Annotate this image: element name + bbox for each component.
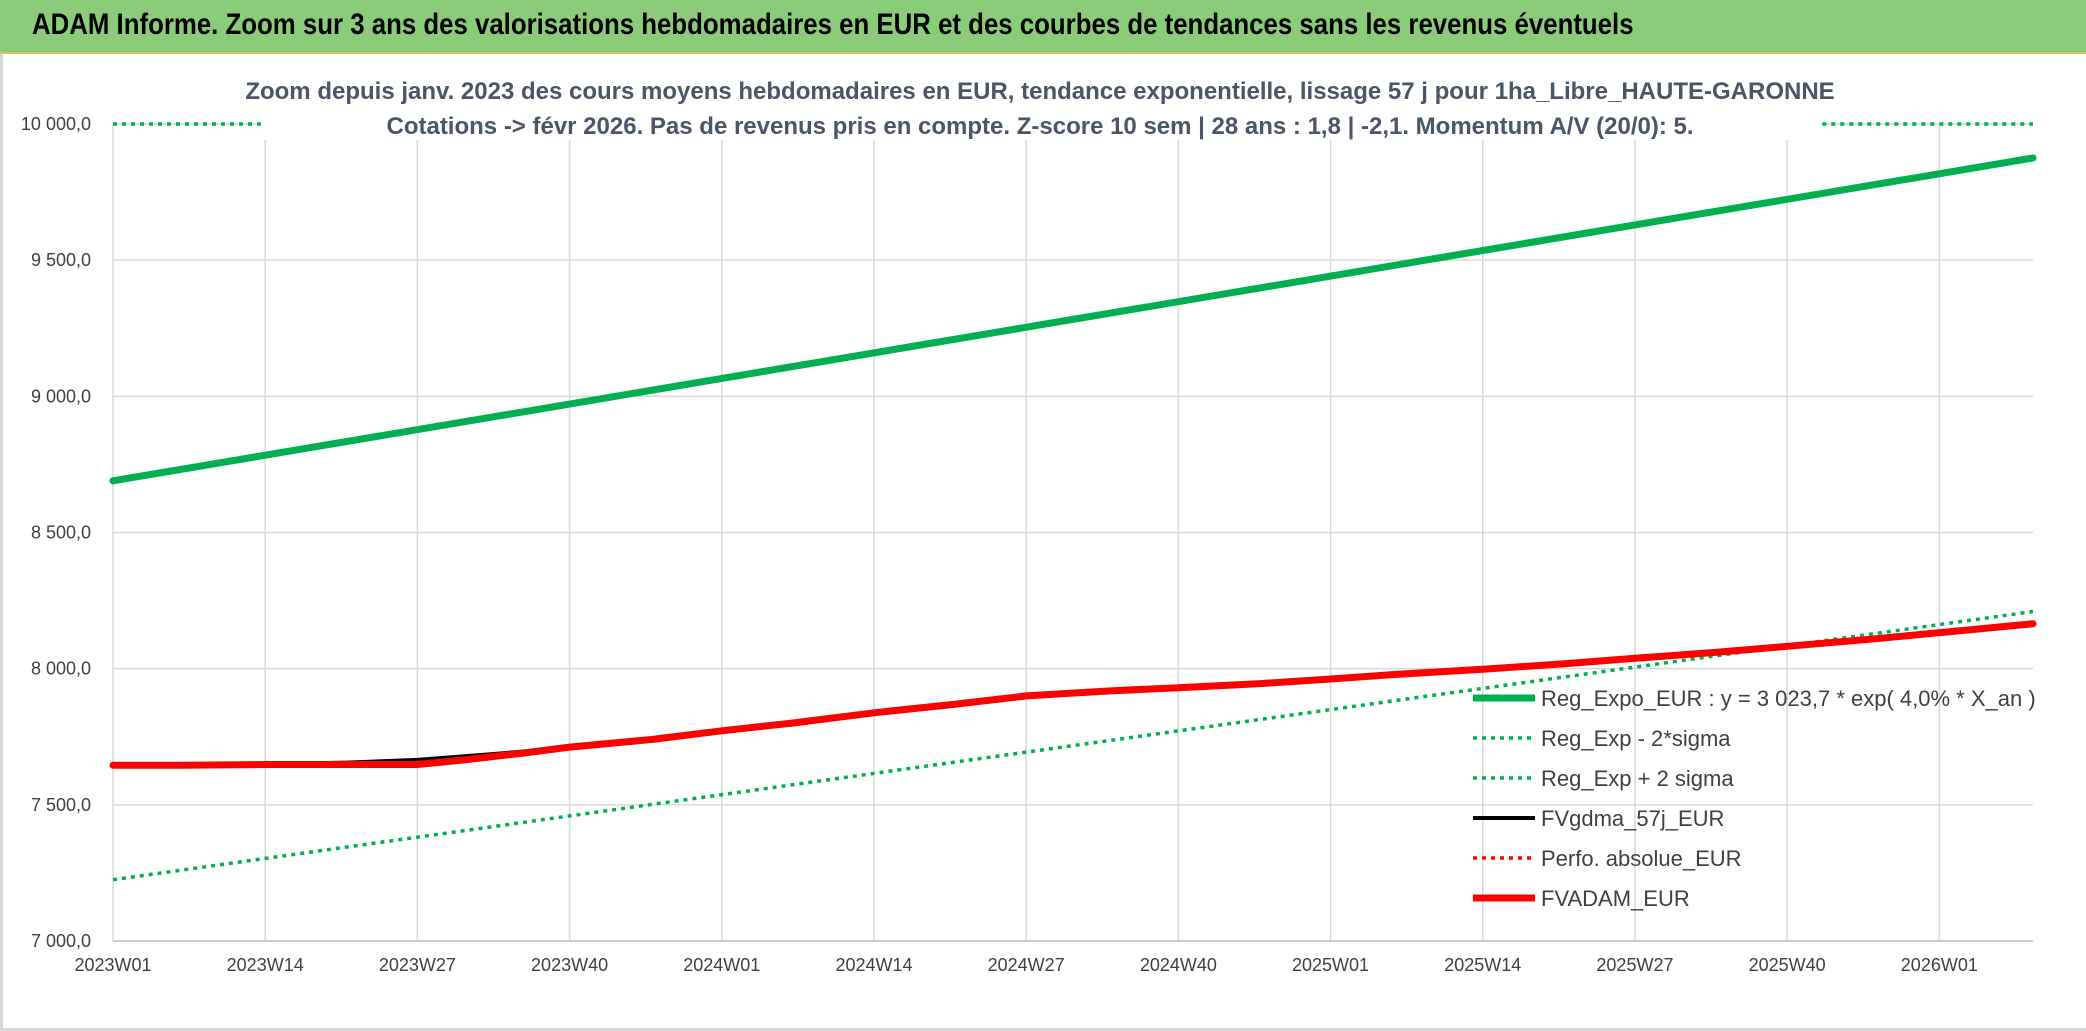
x-tick-label: 2023W40	[531, 955, 608, 975]
y-tick-label: 7 500,0	[31, 795, 91, 815]
series-layer	[109, 122, 2037, 882]
y-tick-label: 8 500,0	[31, 523, 91, 543]
y-tick-label: 9 500,0	[31, 250, 91, 270]
x-tick-label: 2025W40	[1749, 955, 1826, 975]
y-tick-label: 9 000,0	[31, 386, 91, 406]
x-tick-label: 2023W01	[74, 955, 151, 975]
legend-label-3: Reg_Exp + 2 sigma	[1541, 766, 1734, 791]
report-title: ADAM Informe. Zoom sur 3 ans des valoris…	[32, 8, 1634, 41]
x-tick-label: 2024W27	[988, 955, 1065, 975]
legend-label-2: Reg_Exp - 2*sigma	[1541, 726, 1731, 751]
x-tick-label: 2023W14	[227, 955, 304, 975]
legend: Reg_Expo_EUR : y = 3 023,7 * exp( 4,0% *…	[1473, 686, 2036, 911]
x-tick-label: 2026W01	[1901, 955, 1978, 975]
chart-title-line-2: Cotations -> févr 2026. Pas de revenus p…	[386, 113, 1693, 140]
line-chart: Zoom depuis janv. 2023 des cours moyens …	[21, 68, 2037, 975]
legend-label-4: FVgdma_57j_EUR	[1541, 806, 1724, 831]
x-tick-label: 2024W40	[1140, 955, 1217, 975]
x-tick-label: 2024W01	[683, 955, 760, 975]
chart-title: Zoom depuis janv. 2023 des cours moyens …	[245, 68, 1835, 140]
legend-label-6: FVADAM_EUR	[1541, 886, 1690, 911]
chart-area: Zoom depuis janv. 2023 des cours moyens …	[0, 54, 2086, 1031]
chart-title-line-1: Zoom depuis janv. 2023 des cours moyens …	[245, 78, 1834, 105]
series-line-6	[109, 620, 2037, 769]
x-tick-label: 2025W01	[1292, 955, 1369, 975]
x-tick-label: 2023W27	[379, 955, 456, 975]
x-tick-label: 2025W14	[1444, 955, 1521, 975]
axis-layer: 7 000,0 7 500,0 8 000,0 8 500,0 9 000,0 9 500…	[21, 114, 2033, 975]
legend-label-1: Reg_Expo_EUR : y = 3 023,7 * exp( 4,0% *…	[1541, 686, 2036, 711]
chart-title-background	[261, 68, 1821, 140]
y-tick-label: 8 000,0	[31, 659, 91, 679]
y-tick-label: 7 000,0	[31, 931, 91, 951]
y-tick-label: 10 000,0	[21, 114, 91, 134]
x-tick-label: 2025W27	[1596, 955, 1673, 975]
grid-layer	[112, 123, 2033, 942]
series-line-1	[109, 154, 2037, 485]
legend-label-5: Perfo. absolue_EUR	[1541, 846, 1742, 871]
x-tick-label: 2024W14	[835, 955, 912, 975]
report-banner: ADAM Informe. Zoom sur 3 ans des valoris…	[0, 0, 2086, 54]
